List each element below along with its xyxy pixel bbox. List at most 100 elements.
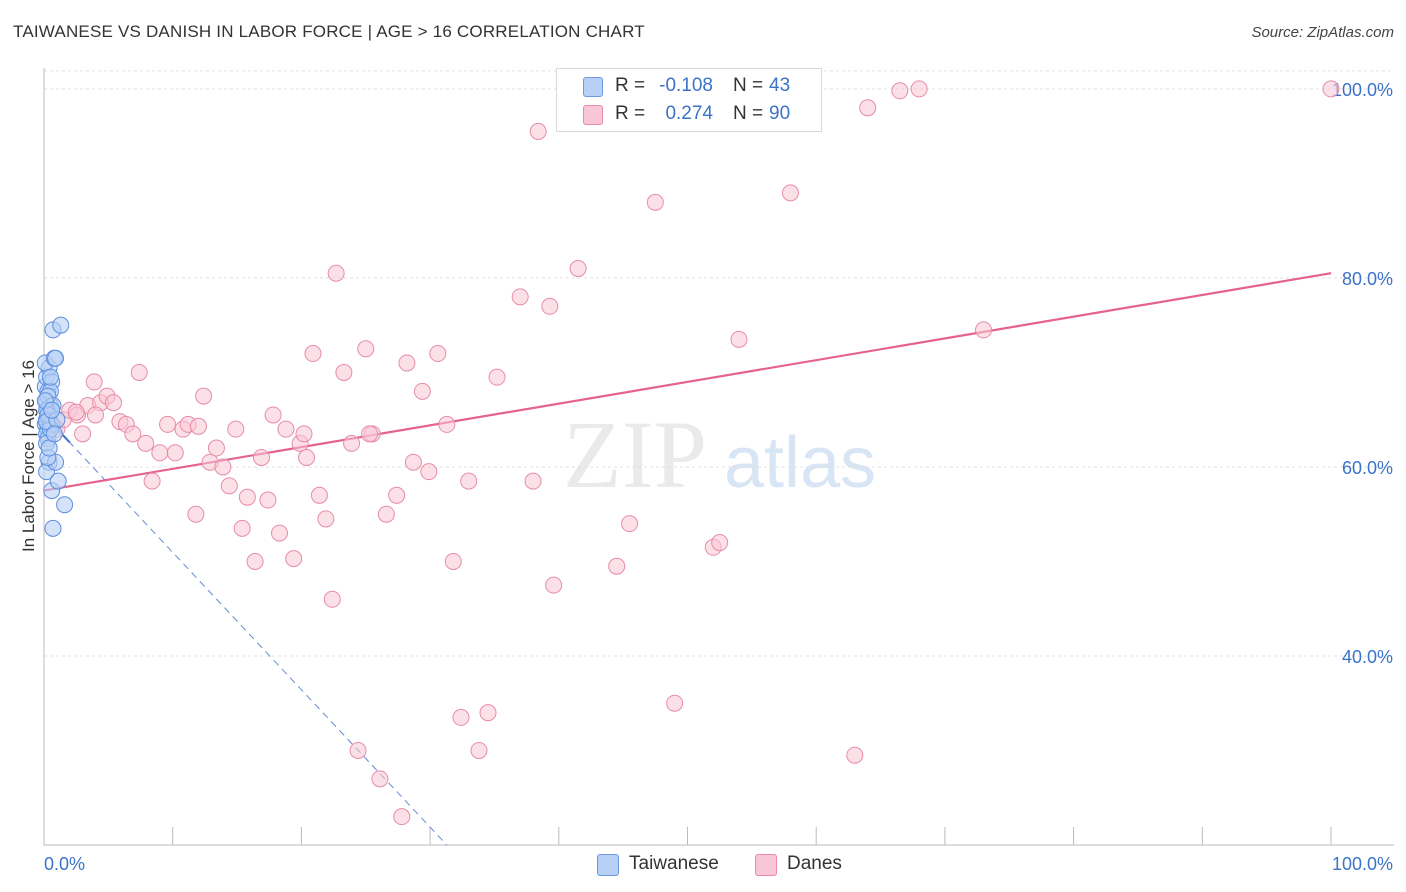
n-value: 90 (769, 103, 791, 124)
chart-title: TAIWANESE VS DANISH IN LABOR FORCE | AGE… (13, 22, 645, 41)
danes-point (317, 510, 335, 528)
danes-point (479, 704, 497, 722)
danes-point (207, 439, 225, 457)
r-value: -0.108 (659, 75, 713, 96)
danes-legend-swatch (755, 854, 777, 876)
danes-point (298, 449, 316, 466)
danes-point (277, 420, 295, 438)
danes-point (295, 425, 313, 443)
y-tick-label: 40.0% (1342, 647, 1393, 667)
danes-point (151, 444, 169, 462)
danes-point (104, 394, 122, 412)
danes-point (304, 345, 322, 363)
watermark-atlas: atlas (724, 423, 876, 503)
danes-point (393, 808, 411, 826)
legend-row-taiwanese: R = -0.108 N = 43 (557, 73, 821, 99)
y-tick-label: 60.0% (1342, 458, 1393, 478)
correlation-legend: R = -0.108 N = 43 R = 0.274 N = 90 (556, 68, 822, 132)
taiwanese-trendline-dashed (43, 414, 448, 846)
taiwanese-swatch (583, 77, 603, 97)
danes-point (357, 340, 375, 358)
series-legend: Taiwanese Danes (0, 852, 1406, 878)
danes-point (781, 184, 799, 202)
source-label: Source: ZipAtlas.com (1251, 24, 1394, 41)
danes-point (388, 486, 406, 504)
danes-point (361, 425, 379, 443)
danes-point (460, 472, 478, 490)
danes-point (398, 354, 416, 372)
danes-point (711, 534, 729, 552)
danes-point (646, 193, 664, 211)
danes-point (86, 406, 104, 424)
danes-point (323, 590, 341, 608)
danes-point (166, 444, 184, 462)
danes-point (730, 330, 748, 348)
taiwanese-point (43, 401, 61, 419)
taiwanese-point (56, 496, 74, 514)
danes-point (420, 463, 438, 481)
danes-point (413, 382, 431, 400)
danes-point (271, 524, 289, 542)
taiwanese-legend-swatch (597, 854, 619, 876)
danes-point (74, 425, 92, 443)
danes-point (67, 403, 85, 421)
n-label: N = (733, 103, 764, 124)
danes-point (846, 746, 864, 764)
x-tick-label-end: 100.0% (1332, 854, 1393, 874)
danes-point (220, 477, 238, 495)
y-axis-label: In Labor Force | Age > 16 (19, 360, 38, 552)
taiwanese-point (41, 368, 59, 386)
danes-point (511, 288, 529, 306)
danes-point (524, 472, 542, 490)
danes-point (666, 694, 684, 712)
danes-point (137, 434, 155, 452)
n-label: N = (733, 75, 764, 96)
legend-row-danes: R = 0.274 N = 90 (557, 101, 821, 127)
danes-point (452, 708, 470, 726)
danes-point (85, 373, 103, 391)
danes-point (377, 505, 395, 523)
danes-point (343, 434, 361, 452)
danes-point (975, 321, 993, 339)
r-label: R = (615, 75, 646, 96)
danes-point (246, 552, 264, 570)
danes-point (859, 99, 877, 117)
danes-point (143, 472, 161, 490)
danes-point (159, 415, 177, 433)
n-value: 43 (769, 75, 791, 96)
danes-point (259, 491, 277, 509)
danes-point (285, 550, 303, 568)
danes-point (189, 417, 207, 435)
danes-point (621, 515, 639, 533)
danes-point (214, 458, 232, 476)
danes-point (541, 297, 559, 315)
x-tick-label-start: 0.0% (44, 854, 85, 874)
danes-point (545, 576, 563, 594)
taiwanese-legend-label: Taiwanese (629, 853, 719, 874)
danes-point (327, 264, 345, 282)
danes-point (444, 552, 462, 570)
danes-point (569, 259, 587, 277)
taiwanese-point (45, 425, 63, 443)
watermark-zip: ZIP (563, 401, 707, 508)
y-tick-label: 100.0% (1332, 80, 1393, 100)
y-tick-label: 80.0% (1342, 269, 1393, 289)
danes-point (264, 406, 282, 424)
taiwanese-point (47, 349, 65, 367)
danes-point (310, 486, 328, 504)
danes-point (891, 82, 909, 100)
danes-point (124, 425, 142, 443)
danes-point (910, 80, 928, 98)
danes-point (253, 449, 271, 466)
danes-point (608, 557, 626, 575)
danes-point (187, 505, 205, 523)
danes-legend-label: Danes (787, 853, 842, 874)
danes-point (227, 420, 245, 438)
danes-point (335, 363, 353, 381)
danes-point (233, 519, 251, 537)
danes-point (488, 368, 506, 386)
danes-point (438, 415, 456, 433)
r-value: 0.274 (665, 103, 713, 124)
danes-point (429, 345, 447, 363)
